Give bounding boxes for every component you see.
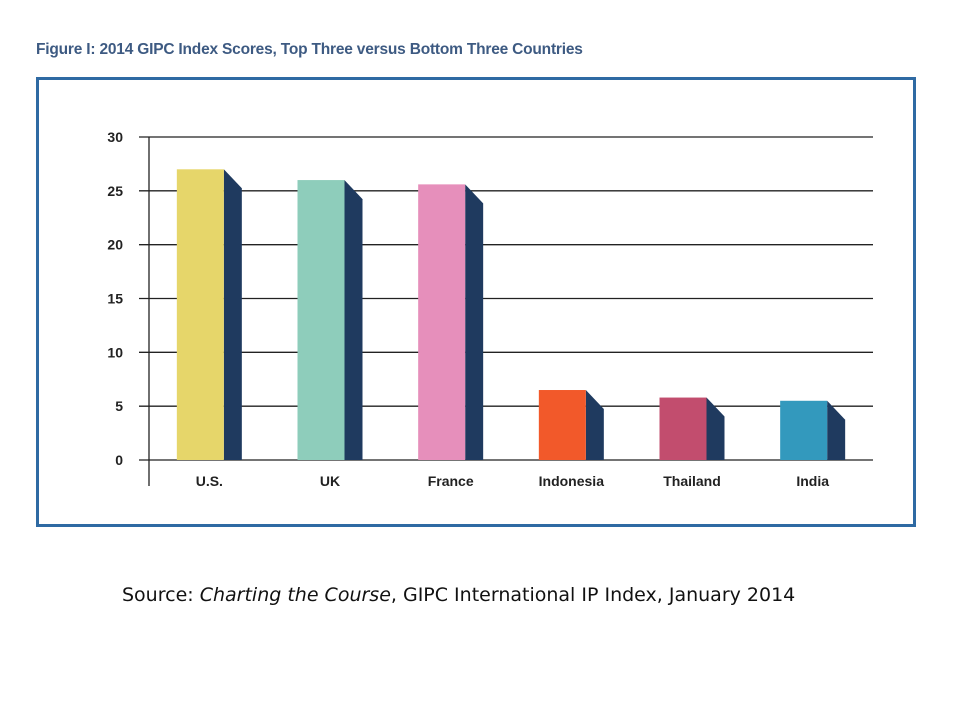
bar	[659, 397, 707, 460]
bar-chart: 0 5 10 15 20 25 30 U.S. UK France Indonesia Thailan…	[107, 129, 873, 489]
bar-side	[706, 397, 725, 460]
y-tick-label: 25	[107, 183, 123, 199]
y-tick-label: 15	[107, 291, 123, 307]
source-suffix: , GIPC International IP Index, January 2…	[390, 584, 796, 606]
bar-side	[344, 180, 363, 461]
bar-side	[585, 390, 604, 460]
source-title: Charting the Course	[199, 584, 391, 606]
y-tick-label: 20	[107, 237, 123, 253]
chart-frame: 0 5 10 15 20 25 30 U.S. UK France Indonesia Thailan…	[36, 77, 916, 527]
y-tick-label: 10	[107, 344, 123, 360]
x-tick-label: India	[796, 473, 829, 489]
bar-side	[465, 184, 484, 460]
y-tick-label: 5	[115, 398, 123, 414]
bar	[418, 184, 466, 460]
source-citation: Source: Charting the Course, GIPC Intern…	[122, 584, 795, 606]
bar	[297, 180, 345, 461]
y-tick-label: 0	[115, 452, 123, 468]
x-tick-label: Indonesia	[539, 473, 605, 489]
bar-side	[223, 169, 242, 461]
bar	[176, 169, 224, 461]
x-tick-label: Thailand	[663, 473, 721, 489]
x-tick-label: U.S.	[196, 473, 223, 489]
bar	[780, 400, 828, 460]
source-prefix: Source:	[122, 584, 200, 606]
x-tick-label: UK	[320, 473, 340, 489]
bar-side	[827, 400, 846, 460]
bar	[538, 390, 586, 460]
figure-title: Figure I: 2014 GIPC Index Scores, Top Th…	[36, 41, 583, 58]
x-tick-label: France	[428, 473, 474, 489]
y-tick-label: 30	[107, 129, 123, 145]
